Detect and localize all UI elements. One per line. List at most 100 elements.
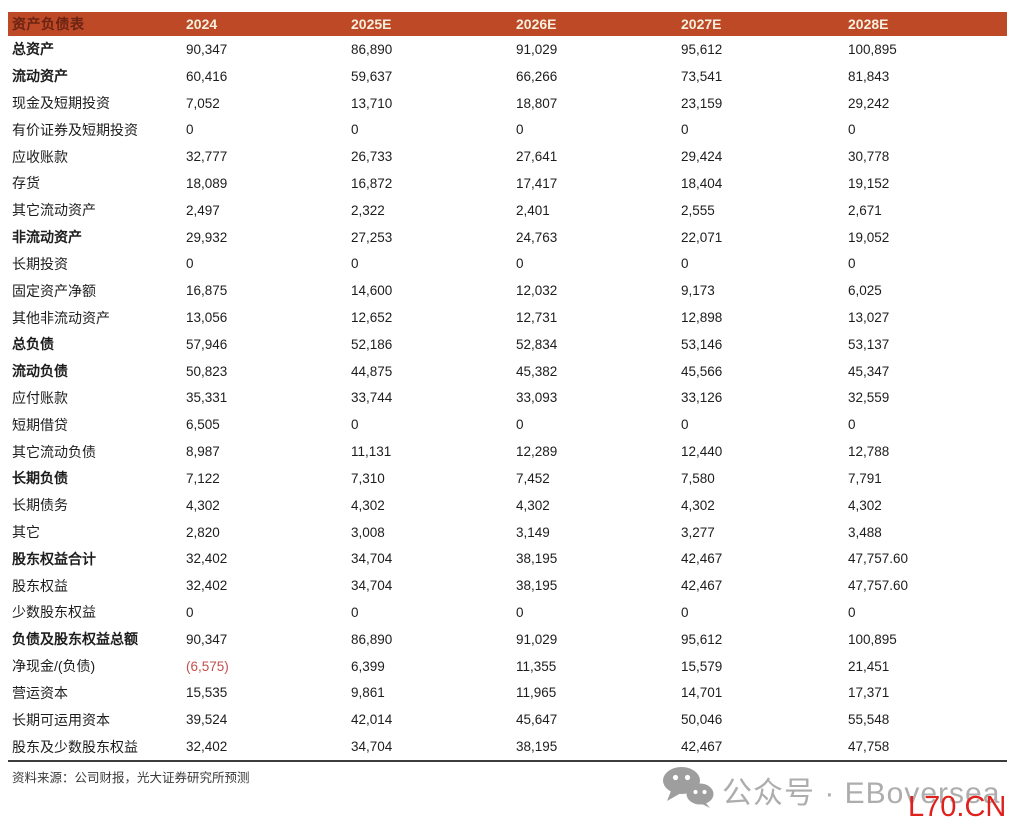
cell-value: 57,946 <box>186 336 228 352</box>
cell-value: 100,895 <box>848 631 897 647</box>
cell-value: 90,347 <box>186 41 228 57</box>
row-label: 非流动资产 <box>12 229 82 246</box>
cell-value: 0 <box>848 256 856 272</box>
watermark: 公众号 · EBoversea L70.CN <box>662 760 1015 826</box>
table-body: 总资产 90,347 86,890 91,029 95,612 100,895 流动资产 60… <box>8 36 1007 760</box>
row-label: 股东及少数股东权益 <box>12 738 138 755</box>
cell-value: 29,424 <box>681 149 723 165</box>
row-label: 负债及股东权益总额 <box>12 631 138 648</box>
cell-value: 26,733 <box>351 149 393 165</box>
cell-value: 23,159 <box>681 95 723 111</box>
cell-value: 2,820 <box>186 524 220 540</box>
row-label: 其它流动负债 <box>12 443 96 460</box>
cell-value: 0 <box>681 122 689 138</box>
cell-value: 95,612 <box>681 631 723 647</box>
cell-value: 32,402 <box>186 739 228 755</box>
cell-value: 0 <box>186 604 194 620</box>
cell-value: 6,025 <box>848 283 882 299</box>
cell-value: 53,137 <box>848 336 890 352</box>
table-row: 长期可运用资本 39,524 42,014 45,647 50,046 55,548 <box>8 706 1007 733</box>
row-label: 现金及短期投资 <box>12 95 110 112</box>
wechat-icon <box>662 766 714 813</box>
cell-value: 38,195 <box>516 578 558 594</box>
row-label: 少数股东权益 <box>12 604 96 621</box>
cell-value: 13,056 <box>186 310 228 326</box>
cell-value: 3,008 <box>351 524 385 540</box>
cell-value: 12,032 <box>516 283 558 299</box>
cell-value: 7,791 <box>848 470 882 486</box>
balance-sheet-table: 资产负债表 2024 2025E 2026E 2027E 2028E 总资产 90,347… <box>8 12 1007 786</box>
cell-value: 13,027 <box>848 310 890 326</box>
cell-value: 27,641 <box>516 149 558 165</box>
cell-value: 42,467 <box>681 551 723 567</box>
cell-value: 47,758 <box>848 739 890 755</box>
table-header-row: 资产负债表 2024 2025E 2026E 2027E 2028E <box>8 12 1007 36</box>
cell-value: 0 <box>186 256 194 272</box>
cell-value: 59,637 <box>351 68 393 84</box>
cell-value: 14,701 <box>681 685 723 701</box>
cell-value: 4,302 <box>186 497 220 513</box>
cell-value: 6,399 <box>351 658 385 674</box>
cell-value: (6,575) <box>186 658 229 674</box>
table-row: 长期负债 7,122 7,310 7,452 7,580 7,791 <box>8 465 1007 492</box>
table-row: 总负债 57,946 52,186 52,834 53,146 53,137 <box>8 331 1007 358</box>
row-label: 流动资产 <box>12 68 68 85</box>
cell-value: 12,731 <box>516 310 558 326</box>
cell-value: 32,402 <box>186 578 228 594</box>
cell-value: 18,089 <box>186 175 228 191</box>
table-row: 流动资产 60,416 59,637 66,266 73,541 81,843 <box>8 63 1007 90</box>
table-row: 有价证券及短期投资 0 0 0 0 0 <box>8 116 1007 143</box>
cell-value: 32,402 <box>186 551 228 567</box>
cell-value: 2,322 <box>351 202 385 218</box>
cell-value: 9,173 <box>681 283 715 299</box>
cell-value: 17,417 <box>516 175 558 191</box>
table-row: 股东权益 32,402 34,704 38,195 42,467 47,757.60 <box>8 572 1007 599</box>
table-row: 股东权益合计 32,402 34,704 38,195 42,467 47,757.60 <box>8 545 1007 572</box>
cell-value: 91,029 <box>516 631 558 647</box>
row-label: 应付账款 <box>12 389 68 406</box>
cell-value: 45,566 <box>681 363 723 379</box>
cell-value: 86,890 <box>351 631 393 647</box>
cell-value: 38,195 <box>516 739 558 755</box>
cell-value: 29,932 <box>186 229 228 245</box>
table-row: 总资产 90,347 86,890 91,029 95,612 100,895 <box>8 36 1007 63</box>
column-header-2024: 2024 <box>186 16 218 32</box>
cell-value: 18,404 <box>681 175 723 191</box>
cell-value: 44,875 <box>351 363 393 379</box>
cell-value: 12,652 <box>351 310 393 326</box>
cell-value: 19,052 <box>848 229 890 245</box>
cell-value: 0 <box>351 417 359 433</box>
cell-value: 12,898 <box>681 310 723 326</box>
cell-value: 55,548 <box>848 712 890 728</box>
cell-value: 33,744 <box>351 390 393 406</box>
row-label: 应收账款 <box>12 148 68 165</box>
cell-value: 47,757.60 <box>848 578 909 594</box>
cell-value: 33,093 <box>516 390 558 406</box>
cell-value: 100,895 <box>848 41 897 57</box>
cell-value: 45,647 <box>516 712 558 728</box>
table-row: 现金及短期投资 7,052 13,710 18,807 23,159 29,242 <box>8 90 1007 117</box>
cell-value: 14,600 <box>351 283 393 299</box>
cell-value: 13,710 <box>351 95 393 111</box>
row-label: 固定资产净额 <box>12 282 96 299</box>
row-label: 营运资本 <box>12 684 68 701</box>
cell-value: 9,861 <box>351 685 385 701</box>
table-row: 流动负债 50,823 44,875 45,382 45,566 45,347 <box>8 358 1007 385</box>
cell-value: 32,777 <box>186 149 228 165</box>
table-row: 其它流动负债 8,987 11,131 12,289 12,440 12,788 <box>8 438 1007 465</box>
cell-value: 3,488 <box>848 524 882 540</box>
row-label: 短期借贷 <box>12 416 68 433</box>
cell-value: 42,014 <box>351 712 393 728</box>
cell-value: 33,126 <box>681 390 723 406</box>
cell-value: 39,524 <box>186 712 228 728</box>
table-row: 非流动资产 29,932 27,253 24,763 22,071 19,052 <box>8 224 1007 251</box>
row-label: 长期可运用资本 <box>12 711 110 728</box>
cell-value: 50,046 <box>681 712 723 728</box>
watermark-label: 公众号 · EBoversea <box>722 776 1001 810</box>
row-label: 总负债 <box>12 336 54 353</box>
cell-value: 42,467 <box>681 739 723 755</box>
table-title: 资产负债表 <box>12 16 85 32</box>
table-row: 少数股东权益 0 0 0 0 0 <box>8 599 1007 626</box>
cell-value: 7,122 <box>186 470 220 486</box>
cell-value: 45,382 <box>516 363 558 379</box>
